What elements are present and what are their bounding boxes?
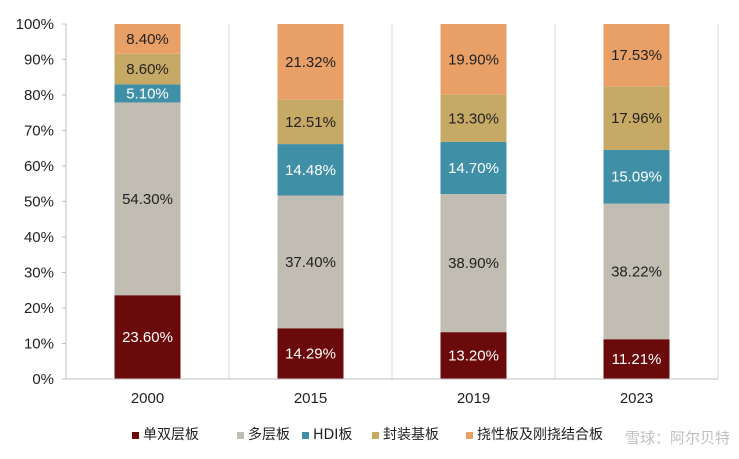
- bar-segment: [277, 328, 344, 379]
- legend-swatch: [237, 432, 244, 439]
- bar-segment: [440, 194, 507, 333]
- bar-segment: [114, 84, 181, 103]
- legend-label: 多层板: [248, 426, 290, 443]
- bar-segment: [277, 99, 344, 145]
- data-label: 21.32%: [285, 54, 336, 71]
- legend-label: 封装基板: [383, 426, 439, 443]
- bar-segment: [440, 141, 507, 195]
- bar-segment: [603, 149, 670, 204]
- x-tick-label: 2015: [294, 390, 327, 407]
- bar-segment: [440, 24, 507, 95]
- category-separators: [228, 24, 719, 379]
- bar-segment: [277, 24, 344, 100]
- legend-swatch: [132, 432, 139, 439]
- bar-segment: [277, 195, 344, 329]
- y-tick-label: 50%: [24, 194, 54, 211]
- data-label: 8.40%: [126, 31, 169, 48]
- bar-segment: [603, 203, 670, 340]
- y-tick-label: 100%: [16, 16, 54, 33]
- watermark-text: 雪球：阿尔贝特: [625, 429, 730, 447]
- data-label: 14.70%: [448, 160, 499, 177]
- data-label: 5.10%: [126, 85, 169, 102]
- legend-swatch: [302, 432, 309, 439]
- y-tick-label: 40%: [24, 229, 54, 246]
- y-tick-label: 60%: [24, 158, 54, 175]
- data-label: 17.96%: [611, 110, 662, 127]
- bar-segment: [277, 144, 344, 196]
- data-label: 38.22%: [611, 263, 662, 280]
- x-tick-label: 2019: [457, 390, 490, 407]
- bar-segment: [114, 24, 181, 54]
- legend-label: HDI板: [313, 427, 352, 443]
- bar-segment: [603, 86, 670, 150]
- data-label: 13.20%: [448, 348, 499, 365]
- bar-segment: [440, 94, 507, 142]
- data-label: 12.51%: [285, 114, 336, 131]
- data-label: 14.29%: [285, 346, 336, 363]
- data-label: 13.30%: [448, 110, 499, 127]
- y-tick-label: 10%: [24, 336, 54, 353]
- data-label: 37.40%: [285, 254, 336, 271]
- legend-swatch: [466, 432, 473, 439]
- bar-segment: [603, 23, 670, 87]
- data-label: 15.09%: [611, 169, 662, 186]
- axes: 2000 2015 2019 2023 0% 10% 20% 30% 40% 50% 60% 70% 8…: [16, 16, 718, 407]
- bar-segment: [114, 102, 181, 296]
- bar-segments: 23.60% 54.30% 5.10% 8.60% 8.40% 14.29% 37.40% 1…: [114, 23, 670, 379]
- bar-segment: [114, 295, 181, 379]
- legend-label: 单双层板: [143, 427, 199, 443]
- data-label: 38.90%: [448, 255, 499, 272]
- data-label: 17.53%: [611, 47, 662, 64]
- x-tick-label: 2023: [620, 390, 653, 407]
- data-label: 11.21%: [612, 351, 662, 368]
- data-label: 54.30%: [122, 191, 173, 208]
- data-label: 23.60%: [122, 329, 173, 346]
- y-tick-label: 0%: [32, 371, 54, 388]
- x-tick-label: 2000: [131, 390, 164, 407]
- bar-segment: [114, 53, 181, 85]
- legend-swatch: [372, 432, 379, 439]
- y-tick-label: 80%: [24, 87, 54, 104]
- y-tick-label: 90%: [24, 52, 54, 69]
- bar-segment: [603, 339, 670, 379]
- y-tick-label: 30%: [24, 265, 54, 282]
- data-label: 19.90%: [448, 51, 499, 68]
- bar-segment: [440, 332, 507, 379]
- y-tick-label: 20%: [24, 300, 54, 317]
- data-label: 14.48%: [285, 162, 336, 179]
- legend: 单双层板 多层板 HDI板 封装基板 挠性板及刚挠结合板: [132, 426, 603, 443]
- legend-label: 挠性板及刚挠结合板: [477, 427, 603, 443]
- data-label: 8.60%: [126, 61, 169, 78]
- y-tick-label: 70%: [24, 123, 54, 140]
